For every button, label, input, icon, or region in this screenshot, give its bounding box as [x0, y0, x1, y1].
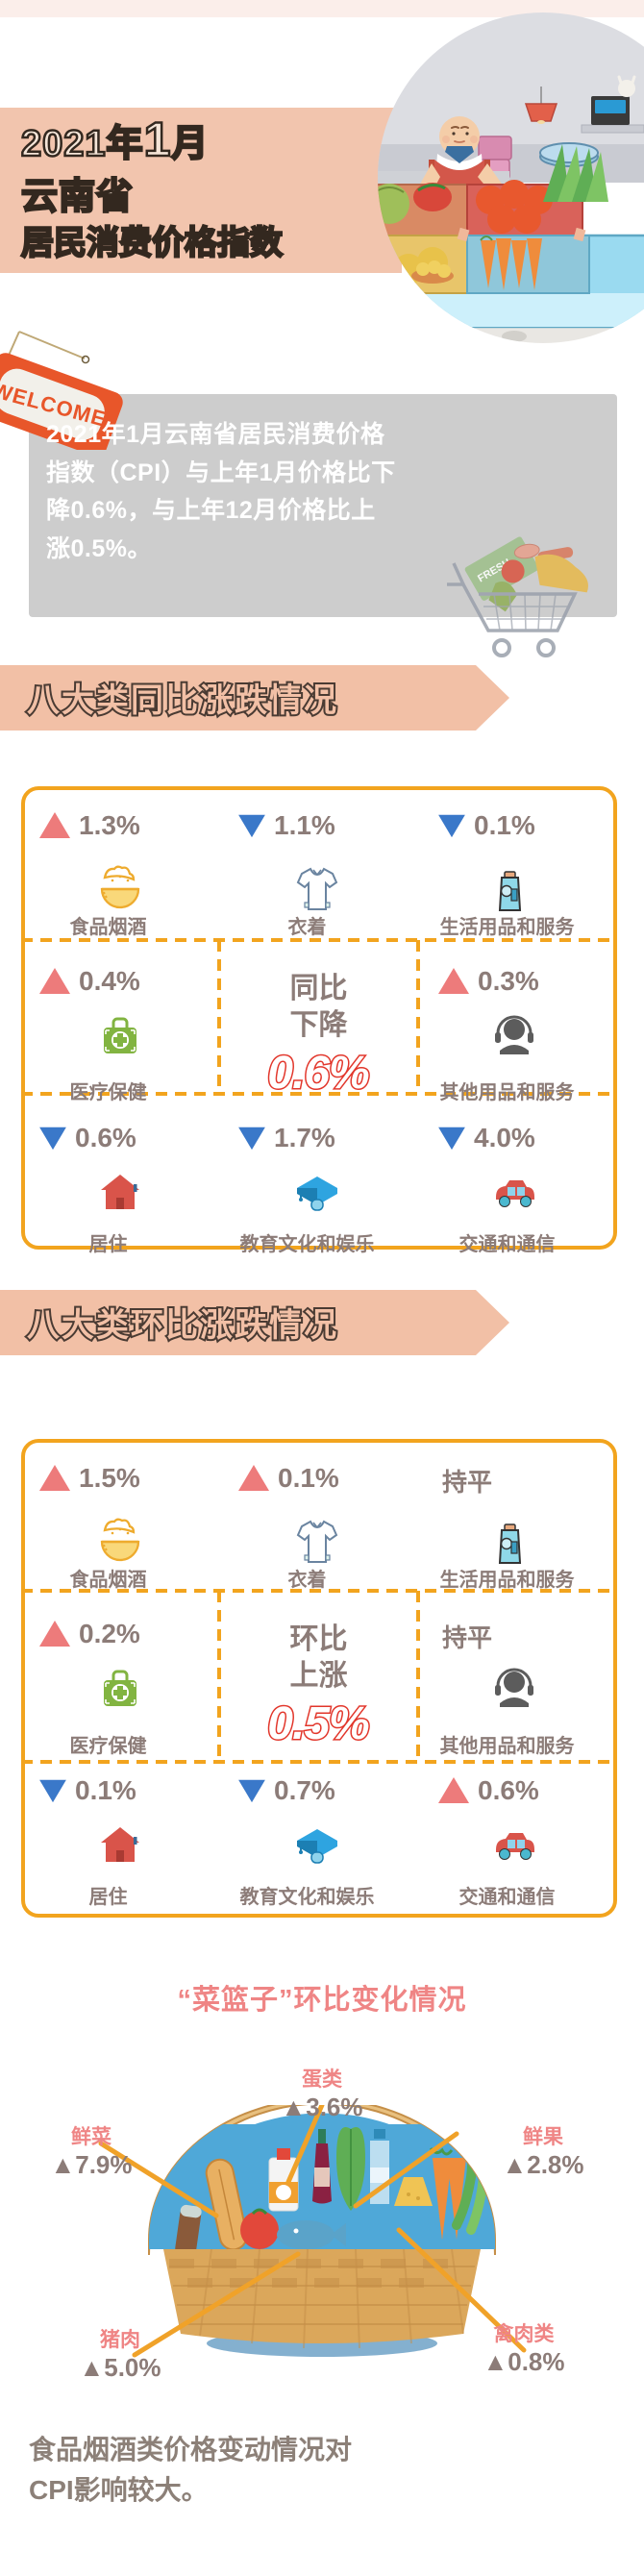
- svg-text:0.6%: 0.6%: [267, 1048, 369, 1099]
- svg-text:八大类环比涨跌情况: 八大类环比涨跌情况: [27, 1307, 338, 1344]
- svg-text:0.5%: 0.5%: [267, 1698, 369, 1749]
- svg-text:八大类同比涨跌情况: 八大类同比涨跌情况: [27, 682, 338, 719]
